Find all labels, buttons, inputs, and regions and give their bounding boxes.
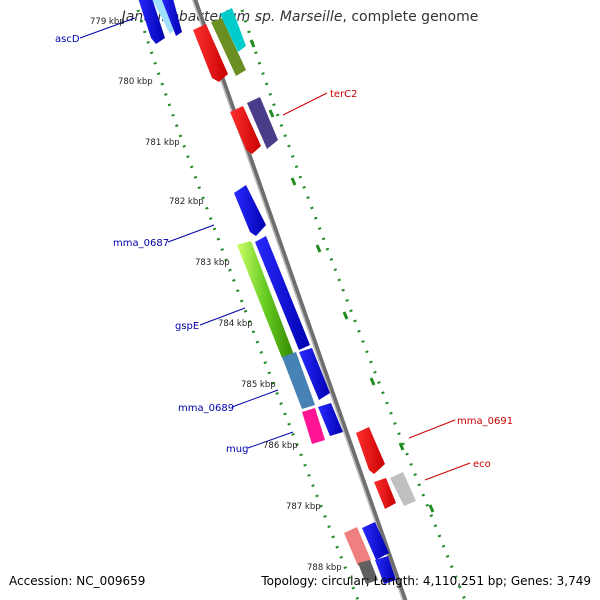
tick-label: 787 kbp xyxy=(286,502,321,512)
gene-label-ascD[interactable]: ascD xyxy=(55,34,80,45)
tick-label: 784 kbp xyxy=(218,319,253,329)
gene-label-mma_0691[interactable]: mma_0691 xyxy=(457,416,513,427)
tick-label: 788 kbp xyxy=(307,563,342,573)
topology-label: Topology: circular; Length: 4,110,251 bp… xyxy=(261,574,591,588)
gene-blocks xyxy=(138,0,416,584)
left-scale-line xyxy=(136,9,360,600)
tick-label: 786 kbp xyxy=(263,441,298,451)
gene-label-terC2[interactable]: terC2 xyxy=(330,89,358,100)
tick-label: 779 kbp xyxy=(90,17,125,27)
tick-label: 785 kbp xyxy=(241,380,276,390)
tick-label: 782 kbp xyxy=(169,197,204,207)
tick-label: 781 kbp xyxy=(145,138,180,148)
tick-label: 780 kbp xyxy=(118,77,153,87)
accession-label: Accession: NC_009659 xyxy=(9,574,146,588)
tick-label: 783 kbp xyxy=(195,258,230,268)
gene-label-eco[interactable]: eco xyxy=(473,459,491,470)
title-suffix: , complete genome xyxy=(342,9,479,25)
gene-label-mma_0687[interactable]: mma_0687 xyxy=(113,238,169,249)
gene-label-mug[interactable]: mug xyxy=(226,444,248,455)
gene-label-gspE[interactable]: gspE xyxy=(175,321,199,332)
gene-label-mma_0689[interactable]: mma_0689 xyxy=(178,403,234,414)
